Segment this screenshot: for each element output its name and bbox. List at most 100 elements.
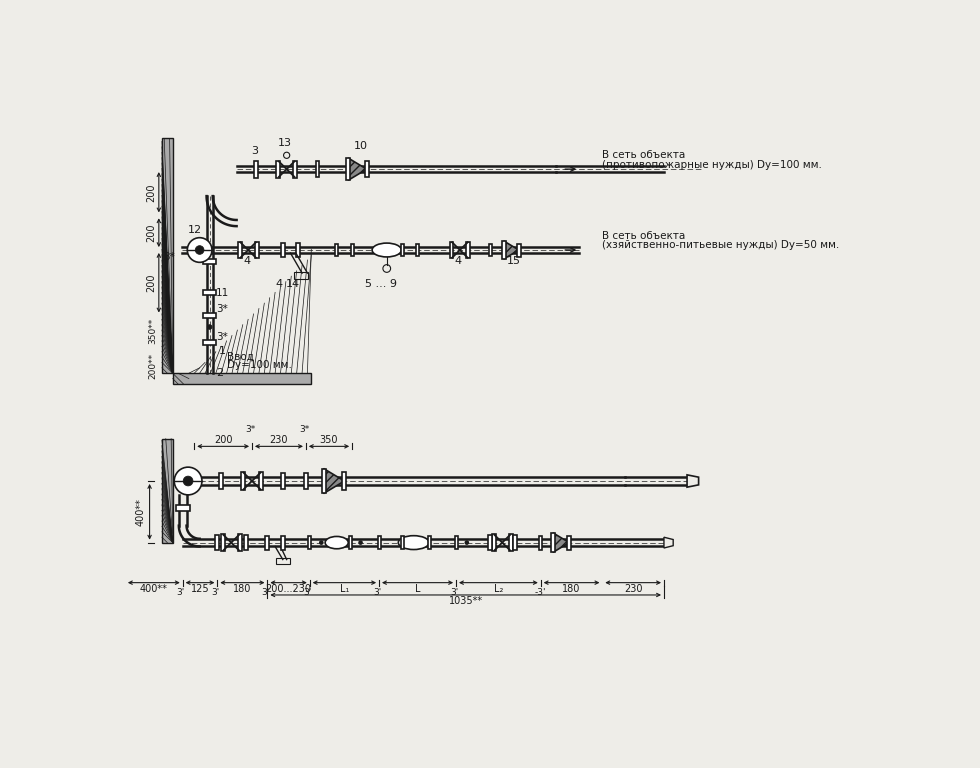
Circle shape: [359, 541, 363, 545]
Bar: [427, 537, 430, 549]
Bar: [492, 534, 496, 551]
Bar: [365, 161, 368, 177]
Text: 4: 4: [243, 256, 250, 266]
Bar: [255, 242, 259, 259]
Bar: [455, 537, 458, 549]
Text: 13: 13: [278, 138, 292, 148]
Bar: [276, 161, 280, 177]
Polygon shape: [553, 533, 569, 552]
Text: 5 ... 9: 5 ... 9: [366, 279, 397, 289]
Text: 14: 14: [286, 279, 300, 289]
Text: 180: 180: [563, 584, 581, 594]
Text: 3*: 3*: [216, 303, 227, 313]
Text: -3': -3': [535, 588, 546, 597]
Bar: [238, 534, 242, 551]
Bar: [294, 272, 308, 280]
Bar: [466, 242, 470, 259]
Bar: [450, 242, 454, 259]
Text: 125: 125: [191, 584, 210, 594]
Text: 3': 3': [304, 588, 312, 597]
Bar: [351, 244, 354, 257]
Ellipse shape: [398, 536, 429, 550]
Text: 3': 3': [373, 588, 381, 597]
Bar: [514, 535, 517, 551]
Text: 12: 12: [188, 225, 202, 235]
Text: 3*: 3*: [245, 425, 256, 435]
Text: 230: 230: [624, 584, 643, 594]
Text: 2: 2: [216, 368, 222, 378]
Ellipse shape: [325, 537, 348, 549]
Bar: [401, 537, 404, 549]
Bar: [281, 472, 285, 489]
Text: 200**: 200**: [148, 353, 157, 379]
Polygon shape: [348, 158, 367, 180]
Bar: [516, 243, 520, 257]
Circle shape: [195, 246, 204, 254]
Text: L₂: L₂: [494, 584, 503, 594]
Text: 200: 200: [146, 223, 156, 242]
Text: (хзяйственно-питьевые нужды) Dy=50 мм.: (хзяйственно-питьевые нужды) Dy=50 мм.: [603, 240, 840, 250]
Text: (противопожарные нужды) Dy=100 мм.: (противопожарные нужды) Dy=100 мм.: [603, 160, 822, 170]
Text: В сеть объекта: В сеть объекта: [603, 231, 686, 241]
Bar: [266, 536, 270, 550]
Text: 11: 11: [216, 288, 229, 298]
Bar: [304, 473, 308, 488]
Bar: [162, 138, 172, 373]
Bar: [238, 242, 242, 259]
Text: 350: 350: [319, 435, 338, 445]
Text: L₁: L₁: [340, 584, 349, 594]
Bar: [488, 535, 492, 551]
Text: 3': 3': [450, 588, 458, 597]
Bar: [377, 537, 380, 549]
Polygon shape: [323, 468, 344, 494]
Bar: [244, 535, 248, 551]
Text: 200...230: 200...230: [266, 584, 312, 594]
Text: 3': 3': [212, 588, 220, 597]
Text: В сеть объекта: В сеть объекта: [603, 151, 686, 161]
Bar: [220, 472, 223, 489]
Bar: [260, 472, 264, 490]
Bar: [162, 439, 172, 543]
Ellipse shape: [372, 243, 402, 257]
Text: 10: 10: [354, 141, 368, 151]
Bar: [308, 537, 312, 549]
Text: 200: 200: [214, 435, 232, 445]
Circle shape: [208, 325, 212, 329]
Text: 230: 230: [270, 435, 288, 445]
Bar: [281, 243, 285, 257]
Bar: [204, 259, 216, 264]
Text: 3*: 3*: [164, 252, 175, 262]
Polygon shape: [504, 241, 518, 259]
Text: 400**: 400**: [140, 584, 168, 594]
Bar: [281, 536, 285, 550]
Text: 200: 200: [146, 273, 156, 292]
Bar: [346, 158, 350, 180]
Bar: [204, 313, 216, 318]
Text: 15: 15: [507, 256, 520, 266]
Bar: [172, 373, 312, 384]
Bar: [204, 290, 216, 295]
Bar: [216, 535, 220, 551]
Bar: [335, 244, 338, 257]
Bar: [204, 339, 216, 345]
Bar: [567, 535, 571, 550]
Text: 3*: 3*: [299, 425, 310, 435]
Bar: [539, 536, 542, 550]
Polygon shape: [664, 538, 673, 548]
Text: 3*: 3*: [216, 332, 227, 342]
Bar: [416, 244, 419, 257]
Polygon shape: [687, 475, 699, 487]
Bar: [349, 537, 352, 549]
Text: Ввод: Ввод: [226, 352, 254, 362]
Text: 4: 4: [454, 256, 462, 266]
Text: 200: 200: [146, 183, 156, 201]
Text: L: L: [415, 584, 420, 594]
Text: 4: 4: [275, 279, 282, 289]
Text: 3': 3': [176, 588, 185, 597]
Text: 3: 3: [251, 146, 258, 156]
Text: 1: 1: [219, 346, 225, 356]
Circle shape: [174, 467, 202, 495]
Text: Dy=100 мм.: Dy=100 мм.: [226, 360, 291, 370]
Bar: [175, 505, 190, 511]
Circle shape: [187, 237, 212, 263]
